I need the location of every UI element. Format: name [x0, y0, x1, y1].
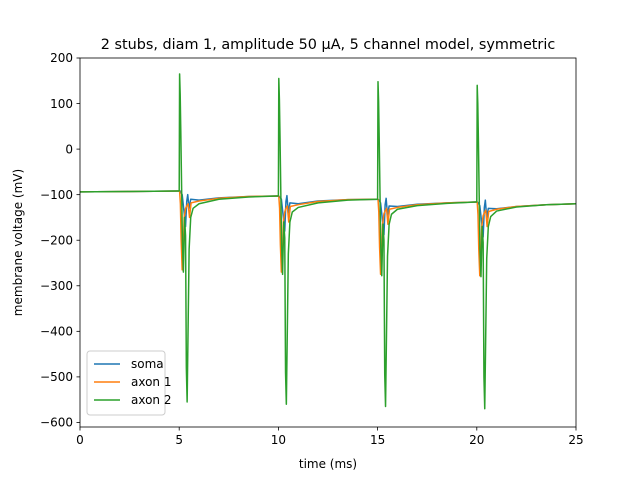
axes-frame: [79, 57, 577, 428]
y-axis: −600 −500 −400 −300 −200 −100 0 100 200: [40, 51, 80, 430]
y-tick-label: −600: [40, 416, 73, 430]
y-tick-label: 200: [50, 51, 73, 65]
legend: soma axon 1 axon 2: [86, 350, 171, 416]
y-tick-label: −200: [40, 233, 73, 247]
x-tick-label: 0: [76, 433, 84, 447]
x-tick-label: 15: [370, 433, 385, 447]
y-tick-label: 0: [65, 142, 73, 156]
legend-label-2: axon 2: [131, 393, 171, 407]
x-axis-label: time (ms): [299, 457, 357, 471]
legend-label-0: soma: [131, 357, 164, 371]
series-group: [80, 73, 576, 410]
y-tick-label: 100: [50, 97, 73, 111]
y-tick-label: −400: [40, 325, 73, 339]
y-tick-label: −500: [40, 370, 73, 384]
x-tick-label: 25: [568, 433, 583, 447]
x-tick-label: 10: [271, 433, 286, 447]
legend-box: [86, 350, 166, 416]
y-axis-label: membrane voltage (mV): [11, 169, 25, 316]
y-tick-label: −100: [40, 188, 73, 202]
x-axis: 0 5 10 15 20 25: [76, 427, 584, 447]
y-tick-label: −300: [40, 279, 73, 293]
x-tick-label: 5: [175, 433, 183, 447]
legend-label-1: axon 1: [131, 375, 171, 389]
x-tick-label: 20: [469, 433, 484, 447]
chart-title: 2 stubs, diam 1, amplitude 50 µA, 5 chan…: [101, 37, 556, 53]
series-line-2: [80, 73, 576, 410]
